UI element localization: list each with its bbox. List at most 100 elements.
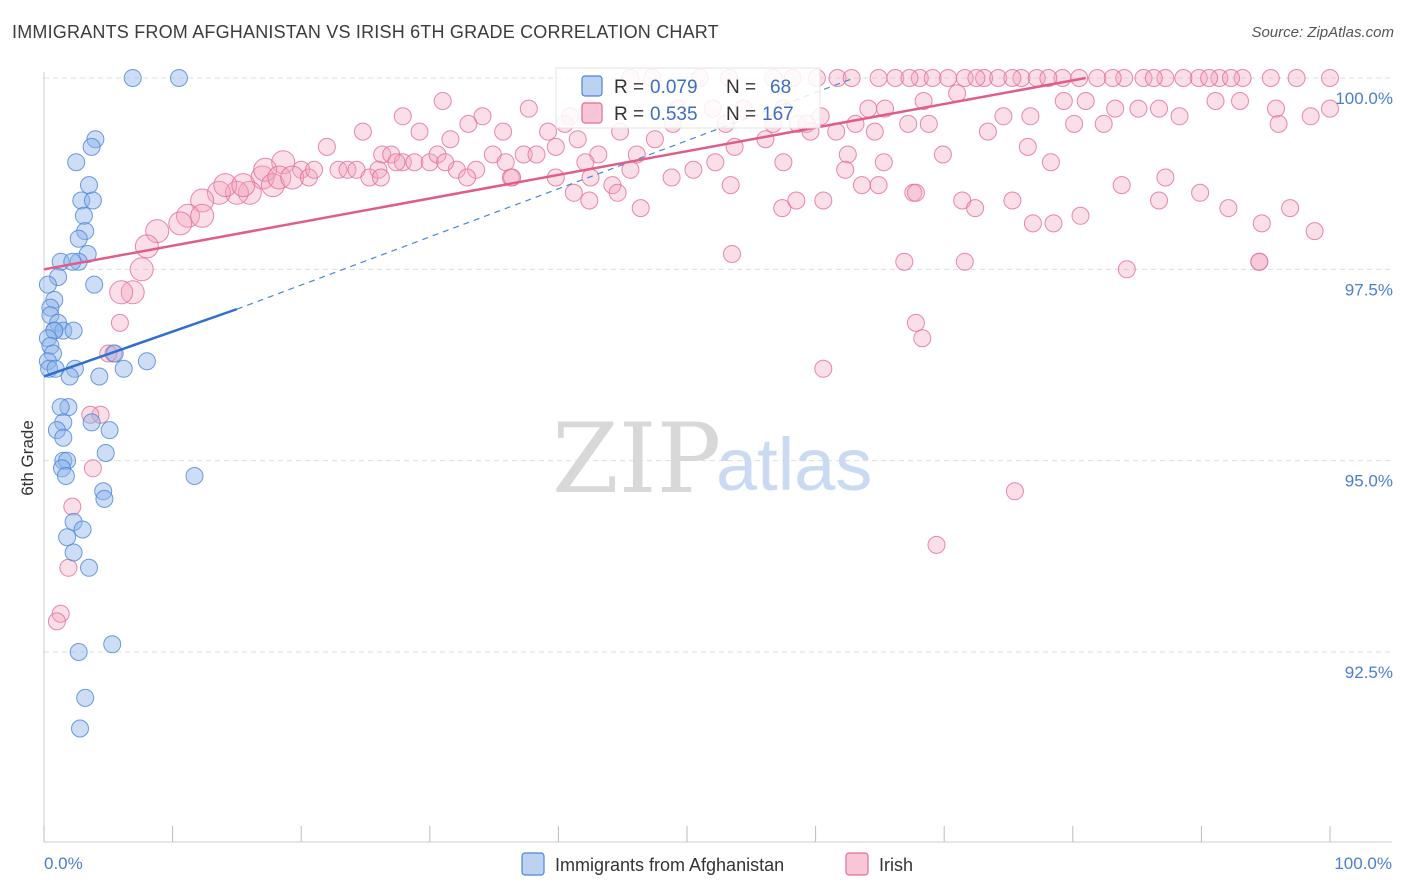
afghanistan-point: [185, 467, 204, 485]
irish-point: [1321, 69, 1339, 87]
afghanistan-point: [67, 153, 86, 172]
irish-point: [975, 69, 994, 87]
irish-point: [631, 199, 650, 218]
irish-point: [1003, 191, 1022, 210]
afghanistan-point: [63, 252, 82, 271]
legend-r-value-irish: 0.535: [650, 104, 698, 125]
afghanistan-point: [103, 635, 122, 654]
irish-point: [1305, 222, 1324, 241]
y-tick-label: 100.0%: [1335, 89, 1393, 108]
irish-point: [467, 160, 486, 179]
afghanistan-point: [85, 275, 104, 294]
irish-point: [869, 69, 888, 87]
irish-point: [190, 203, 215, 228]
afghanistan-point: [95, 489, 114, 508]
irish-point: [433, 92, 452, 110]
irish-point: [869, 176, 888, 195]
afghanistan-trend-line: [43, 307, 238, 378]
irish-point: [814, 359, 833, 378]
irish-point: [1103, 69, 1122, 87]
legend-r-label-afghanistan: R =: [614, 77, 644, 98]
afghanistan-point: [45, 321, 64, 340]
irish-point: [458, 168, 477, 187]
irish-point: [176, 203, 200, 228]
irish-point: [260, 173, 285, 198]
irish-point: [519, 99, 538, 118]
irish-point: [1112, 176, 1131, 195]
trend-lines: [43, 76, 1086, 378]
irish-point: [63, 497, 82, 516]
irish-point: [59, 558, 78, 577]
irish-point: [580, 191, 599, 210]
irish-point: [756, 130, 775, 149]
irish-point: [842, 69, 861, 87]
irish-point: [852, 176, 871, 195]
irish-point: [910, 69, 929, 87]
irish-point: [955, 252, 974, 271]
irish-point: [1065, 114, 1084, 133]
legend-r-value-afghanistan: 0.079: [650, 77, 698, 98]
afghanistan-point: [64, 321, 83, 340]
irish-point: [410, 122, 429, 141]
afghanistan-point: [47, 421, 66, 440]
afghanistan-point: [74, 206, 93, 225]
afghanistan-point: [38, 352, 57, 371]
afghanistan-point: [38, 275, 57, 294]
irish-point: [919, 114, 938, 133]
irish-point: [81, 405, 100, 424]
irish-point: [1106, 99, 1125, 118]
irish-point: [237, 180, 262, 205]
irish-point: [1150, 99, 1168, 118]
afghanistan-point: [83, 191, 102, 210]
afghanistan-point: [137, 352, 156, 371]
irish-point: [1144, 69, 1163, 87]
irish-point: [353, 122, 372, 141]
irish-point: [145, 219, 170, 244]
chart-source: Source: ZipAtlas.com: [1251, 24, 1394, 41]
irish-point: [994, 107, 1013, 126]
x-tick-label-0: 0.0%: [44, 854, 83, 873]
irish-point: [1321, 99, 1339, 118]
irish-point: [305, 160, 324, 179]
afghanistan-point: [76, 222, 95, 241]
irish-point: [514, 145, 533, 164]
afghanistan-point: [54, 451, 73, 470]
irish-point: [473, 107, 492, 126]
irish-point: [1003, 69, 1022, 87]
irish-point: [1156, 168, 1175, 187]
bottom-legend-label-afghanistan: Immigrants from Afghanistan: [555, 855, 784, 875]
series-legend: Immigrants from Afghanistan Irish: [521, 852, 913, 876]
irish-point: [1281, 199, 1300, 218]
irish-point: [1018, 137, 1037, 156]
irish-point: [1021, 107, 1040, 126]
afghanistan-point: [64, 512, 83, 531]
irish-point: [441, 130, 460, 149]
irish-point: [608, 183, 627, 202]
irish-point: [774, 153, 793, 172]
irish-point: [387, 153, 406, 172]
afghanistan-point: [56, 467, 75, 485]
irish-point: [721, 176, 740, 195]
irish-point: [967, 69, 986, 87]
watermark-zip: ZIP: [552, 403, 721, 515]
irish-point: [906, 313, 925, 332]
irish-point: [213, 173, 238, 198]
afghanistan-point: [73, 520, 92, 539]
irish-point: [989, 69, 1008, 87]
irish-point: [787, 191, 806, 210]
irish-point: [1039, 69, 1058, 87]
legend-r-label-irish: R =: [614, 104, 644, 125]
irish-point: [684, 160, 703, 179]
y-tick-labels: 92.5% 95.0% 97.5% 100.0%: [1335, 89, 1393, 682]
irish-point: [91, 405, 110, 424]
irish-point: [1129, 99, 1148, 118]
irish-point: [1222, 69, 1240, 87]
irish-point: [393, 107, 412, 126]
irish-point: [978, 122, 997, 141]
afghanistan-point: [54, 413, 73, 432]
irish-point: [405, 153, 424, 172]
irish-point: [280, 165, 305, 190]
legend-n-label-afghanistan: N =: [726, 77, 756, 98]
afghanistan-point: [82, 137, 101, 156]
